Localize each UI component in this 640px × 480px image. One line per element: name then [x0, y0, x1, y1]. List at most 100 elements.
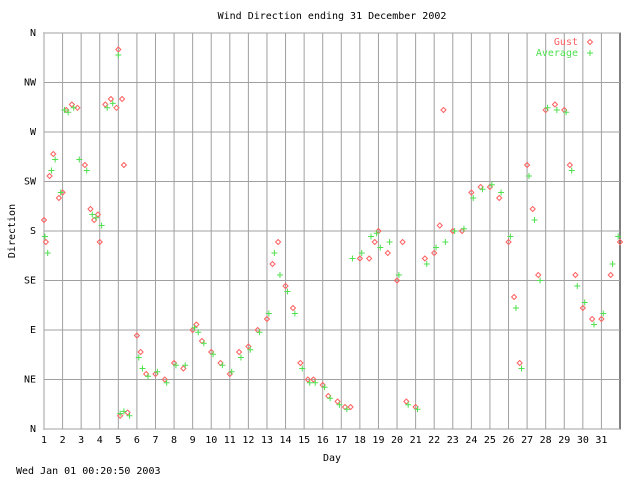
data-point — [312, 379, 319, 386]
data-point — [89, 211, 96, 218]
data-point — [349, 255, 356, 262]
x-tick-label: 21 — [410, 435, 422, 446]
data-point — [358, 250, 365, 256]
data-point — [600, 310, 607, 317]
x-tick-label: 10 — [205, 435, 217, 446]
y-tick-label: N — [30, 424, 36, 435]
data-point — [551, 101, 559, 108]
data-point — [235, 348, 243, 356]
data-point — [117, 410, 124, 417]
data-point — [172, 362, 179, 369]
data-point — [516, 359, 523, 367]
data-point — [306, 379, 313, 386]
data-point — [488, 181, 495, 188]
data-point — [42, 238, 50, 246]
data-point — [371, 238, 378, 246]
data-point — [40, 216, 48, 224]
data-point — [70, 104, 77, 111]
data-point — [93, 214, 100, 221]
legend-label: Average — [536, 48, 578, 59]
data-point — [590, 321, 597, 328]
data-point — [263, 315, 271, 323]
data-point — [451, 228, 458, 234]
data-point — [365, 255, 373, 262]
data-point — [336, 401, 343, 408]
x-tick-label: 28 — [540, 435, 552, 446]
x-tick-label: 20 — [391, 435, 403, 446]
data-point — [523, 161, 531, 169]
data-point — [265, 310, 272, 317]
data-point — [50, 150, 57, 158]
data-point — [57, 189, 64, 196]
data-point — [83, 167, 90, 174]
data-point — [568, 167, 575, 174]
data-point — [133, 332, 141, 339]
data-point — [399, 238, 406, 246]
data-point — [107, 95, 115, 103]
data-point — [271, 250, 278, 256]
footer: Wed Jan 01 00:20:50 2003 — [16, 466, 161, 477]
data-point — [393, 277, 401, 284]
data-point — [269, 260, 276, 268]
data-point — [98, 222, 105, 229]
data-point — [145, 373, 152, 380]
data-point — [347, 403, 354, 411]
x-axis-label: Day — [323, 453, 341, 464]
data-point — [529, 205, 536, 213]
data-point — [310, 376, 317, 383]
y-tick-label: SE — [24, 276, 36, 287]
legend-marker — [586, 38, 594, 46]
data-point — [609, 261, 616, 267]
x-tick-label: 1 — [41, 435, 47, 446]
data-point — [276, 272, 283, 278]
data-point — [154, 368, 161, 375]
data-point — [163, 379, 170, 386]
data-point — [581, 299, 588, 306]
data-point — [386, 239, 393, 245]
x-tick-label: 31 — [595, 435, 607, 446]
y-tick-label: S — [30, 226, 36, 237]
data-point — [74, 104, 81, 112]
x-tick-label: 22 — [428, 435, 440, 446]
data-point — [44, 250, 51, 256]
data-point — [299, 365, 306, 372]
x-tick-label: 13 — [261, 435, 273, 446]
x-tick-label: 25 — [484, 435, 496, 446]
x-tick-label: 11 — [224, 435, 236, 446]
data-point — [113, 104, 120, 112]
data-point — [436, 222, 443, 229]
data-point — [200, 340, 207, 347]
data-point — [274, 238, 282, 246]
x-tick-label: 26 — [502, 435, 514, 446]
x-tick-label: 23 — [447, 435, 459, 446]
x-tick-label: 29 — [558, 435, 570, 446]
data-point — [195, 329, 202, 336]
data-point — [588, 315, 596, 323]
x-tick-label: 30 — [577, 435, 589, 446]
data-point — [498, 189, 505, 196]
x-tick-label: 18 — [354, 435, 366, 446]
data-point — [525, 173, 532, 179]
x-tick-label: 5 — [115, 435, 121, 446]
data-point — [161, 376, 168, 383]
data-point — [395, 272, 402, 278]
data-point — [510, 293, 518, 301]
y-tick-label: NW — [24, 78, 37, 89]
y-tick-label: SW — [24, 177, 37, 188]
data-point — [61, 107, 68, 113]
data-point — [496, 194, 503, 202]
y-tick-label: NE — [24, 375, 36, 386]
data-point — [321, 384, 328, 391]
data-point — [512, 305, 519, 311]
data-point — [343, 406, 350, 413]
data-point — [41, 233, 48, 240]
data-point — [284, 288, 291, 295]
x-tick-label: 9 — [190, 435, 196, 446]
data-point — [182, 362, 189, 369]
data-point — [247, 346, 254, 353]
x-tick-label: 17 — [335, 435, 347, 446]
data-point — [81, 161, 89, 169]
data-point — [403, 398, 410, 405]
data-point — [414, 406, 421, 413]
data-point — [193, 321, 200, 328]
